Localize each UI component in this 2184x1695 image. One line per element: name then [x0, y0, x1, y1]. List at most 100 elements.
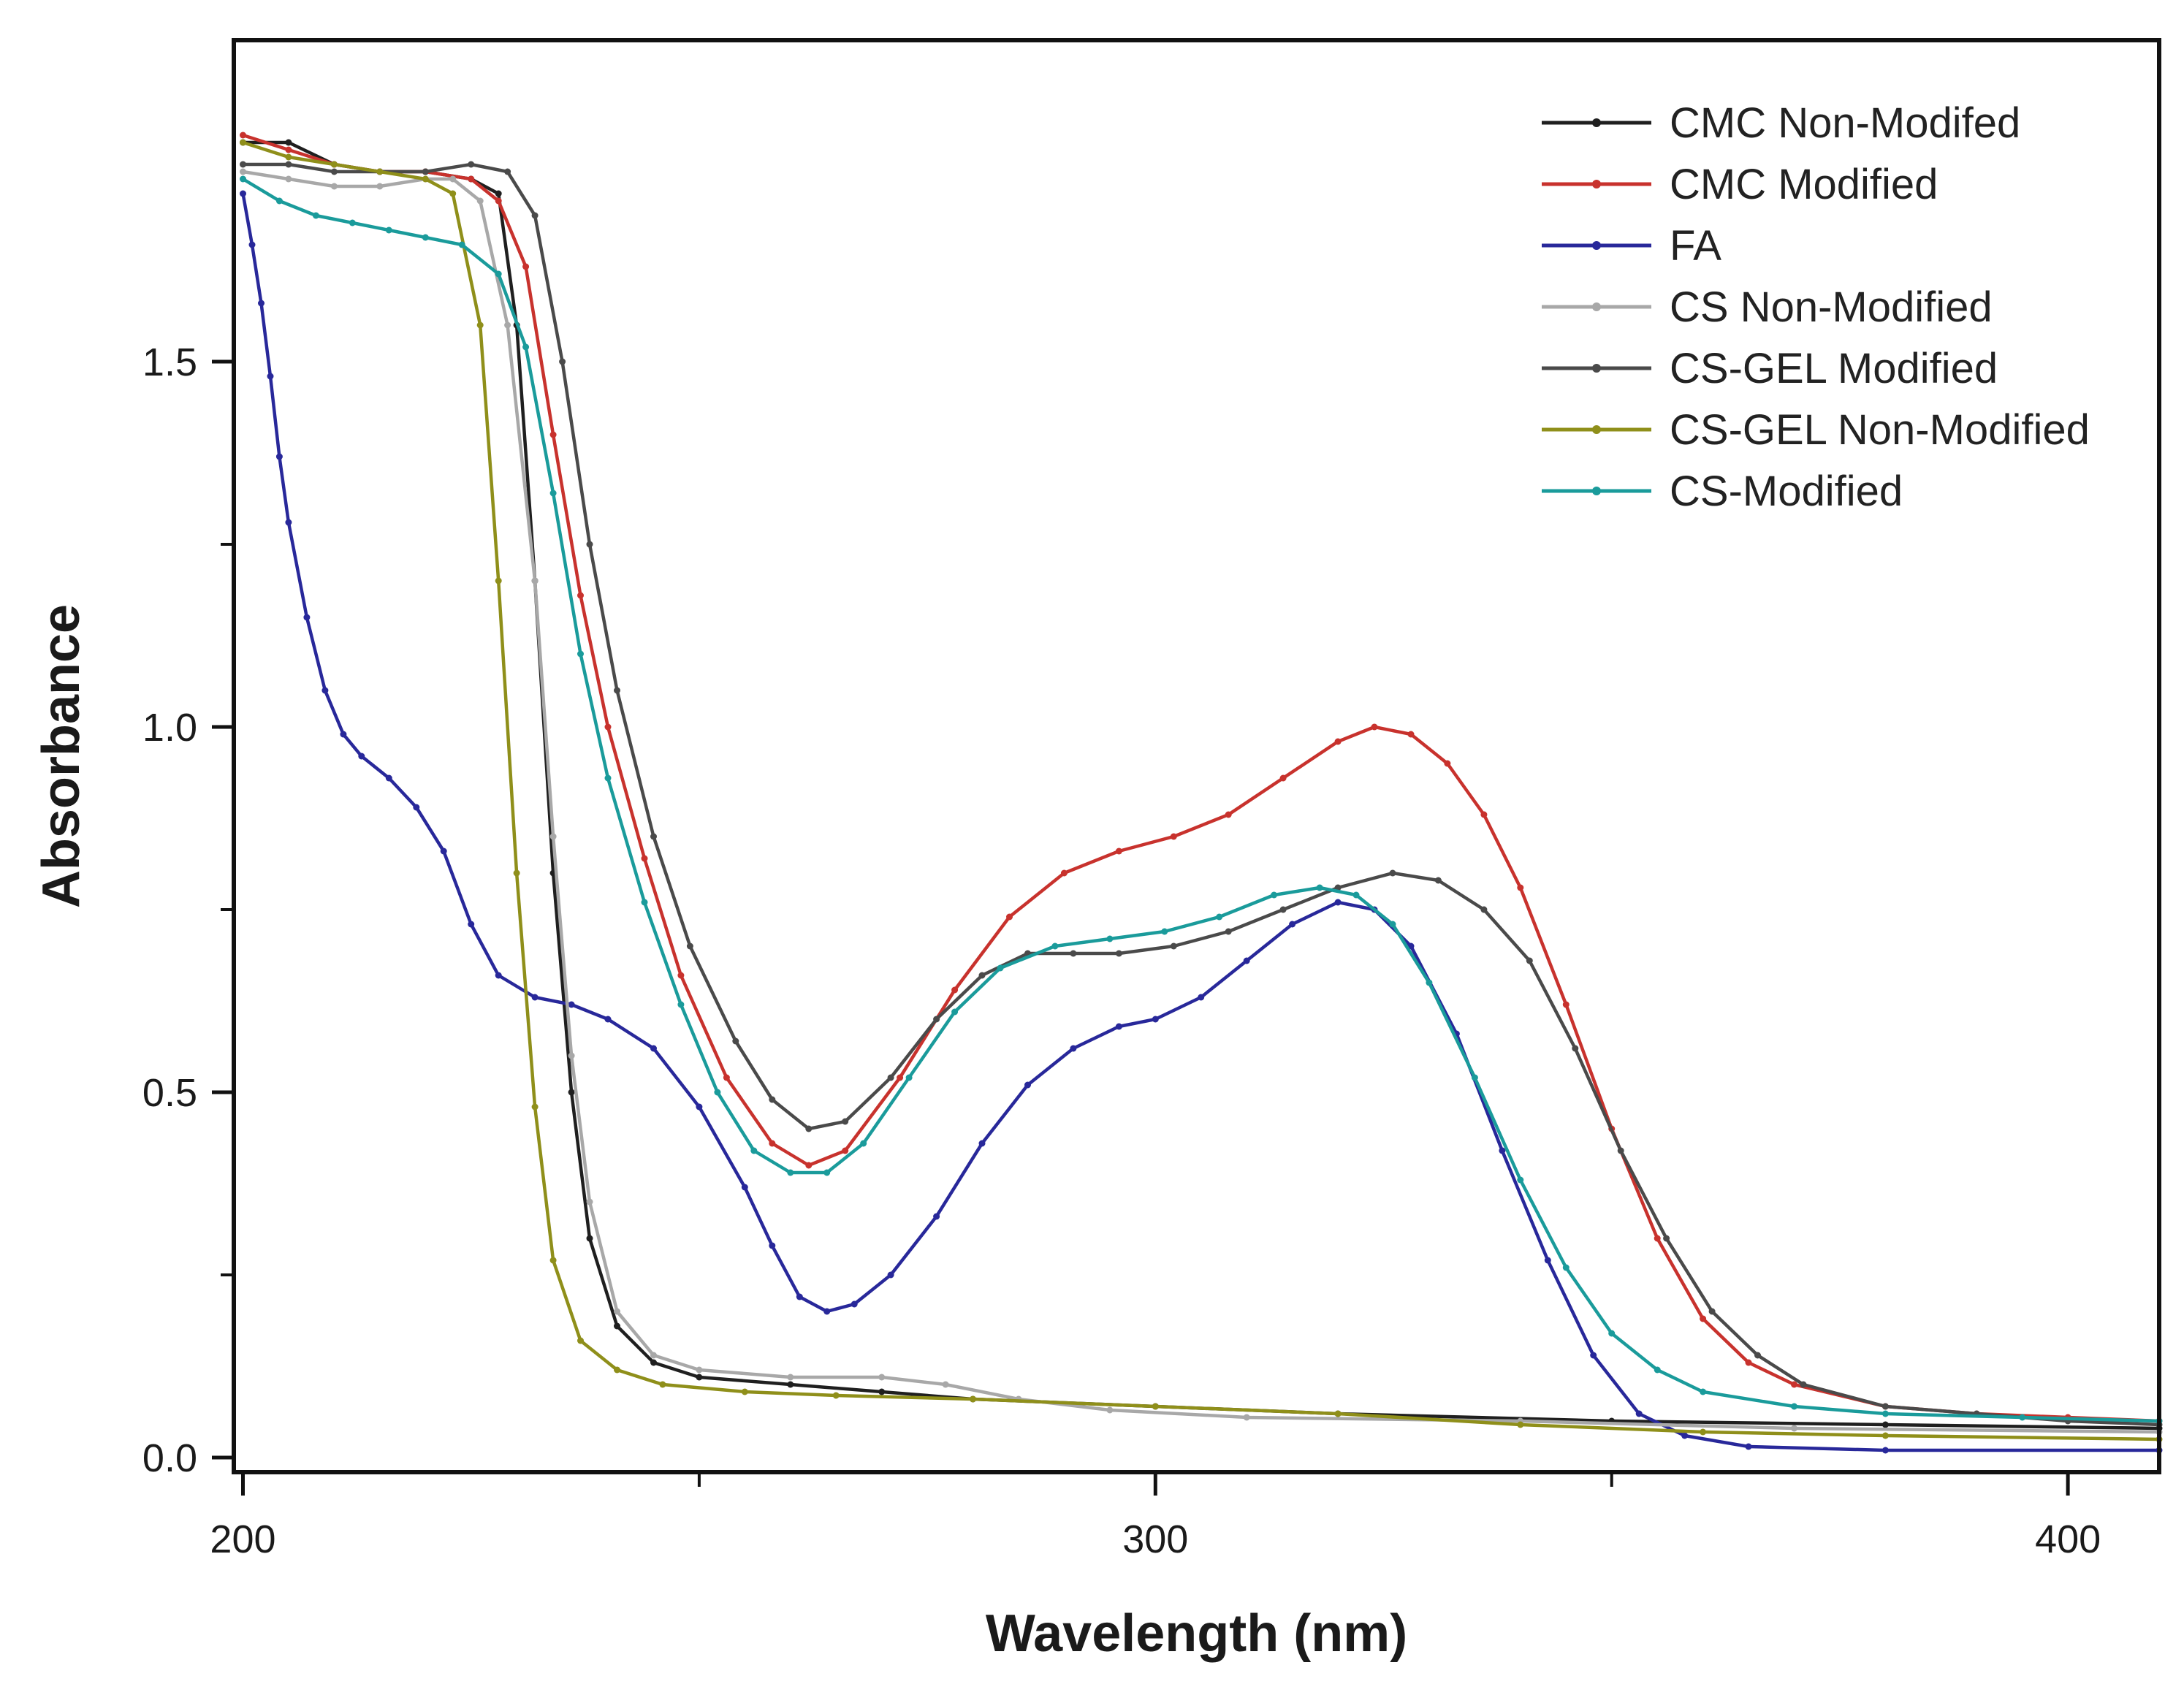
- data-point: [1700, 1388, 1707, 1395]
- series-group: [240, 161, 2163, 1428]
- data-point: [650, 833, 657, 840]
- data-point: [769, 1096, 776, 1103]
- data-point: [285, 146, 292, 153]
- data-point: [1170, 942, 1177, 950]
- data-point: [1426, 979, 1433, 986]
- legend: CMC Non-Modifed CMC Modified FA CS Non-Modi…: [1542, 99, 2090, 515]
- data-point: [422, 168, 429, 175]
- data-point: [1024, 1081, 1031, 1089]
- data-point: [614, 1322, 620, 1330]
- data-point: [476, 321, 484, 329]
- data-point: [1389, 921, 1396, 928]
- y-tick-label: 0.5: [142, 1071, 197, 1115]
- data-point: [458, 241, 465, 248]
- data-point: [1225, 928, 1232, 935]
- data-point: [1881, 1421, 1889, 1428]
- data-point: [842, 1118, 849, 1125]
- data-point: [285, 139, 292, 146]
- data-point: [887, 1271, 894, 1279]
- data-point: [285, 161, 292, 168]
- data-point: [1106, 935, 1114, 942]
- data-point: [1881, 1410, 1889, 1417]
- data-point: [1499, 1147, 1506, 1154]
- data-point: [1070, 950, 1077, 957]
- plot-frame: [232, 38, 2161, 1474]
- data-point: [1225, 811, 1232, 818]
- data-point: [258, 300, 265, 307]
- data-point: [1700, 1315, 1707, 1322]
- data-point: [586, 541, 593, 548]
- data-point: [1006, 913, 1013, 921]
- x-axis-title: Wavelength (nm): [986, 1604, 1407, 1663]
- data-point: [577, 650, 584, 658]
- data-point: [1070, 1045, 1077, 1052]
- y-tick-label: 1.5: [142, 340, 197, 384]
- data-point: [805, 1125, 813, 1132]
- data-point: [878, 1374, 886, 1381]
- data-point: [303, 614, 311, 621]
- data-point: [531, 212, 539, 219]
- data-point: [1791, 1425, 1797, 1432]
- legend-label: CMC Non-Modifed: [1670, 99, 2020, 147]
- data-point: [568, 1052, 575, 1059]
- data-point: [358, 753, 365, 760]
- data-point: [769, 1140, 776, 1147]
- data-point: [1051, 942, 1059, 950]
- data-point: [604, 774, 612, 782]
- legend-label: CMC Modified: [1670, 161, 1938, 208]
- legend-marker: [1592, 302, 1601, 311]
- data-point: [422, 175, 429, 183]
- data-point: [1881, 1447, 1889, 1454]
- data-point: [513, 869, 520, 877]
- data-point: [686, 942, 693, 950]
- data-point: [1106, 1406, 1114, 1414]
- data-point: [1334, 738, 1342, 745]
- data-point: [531, 1103, 539, 1111]
- data-point: [549, 833, 557, 840]
- data-point: [240, 161, 246, 168]
- data-point: [568, 1001, 575, 1008]
- data-point: [549, 1257, 557, 1264]
- data-point: [2019, 1414, 2026, 1421]
- x-tick-label: 200: [210, 1517, 275, 1561]
- data-point: [978, 972, 986, 979]
- data-point: [449, 190, 457, 197]
- data-point: [1480, 906, 1488, 913]
- data-point: [604, 1016, 612, 1023]
- data-point: [832, 1392, 840, 1399]
- data-point: [340, 731, 347, 738]
- data-point: [240, 190, 246, 197]
- data-point: [769, 1242, 776, 1249]
- legend-label: FA: [1670, 222, 1721, 270]
- legend-marker: [1592, 241, 1601, 250]
- data-point: [696, 1374, 703, 1381]
- data-point: [796, 1293, 803, 1300]
- data-point: [1754, 1352, 1761, 1359]
- data-point: [248, 241, 256, 248]
- legend-marker: [1592, 364, 1601, 373]
- data-point: [1279, 774, 1287, 782]
- y-tick-label: 1.0: [142, 706, 197, 750]
- data-point: [970, 1395, 976, 1403]
- data-point: [677, 1001, 685, 1008]
- data-point: [449, 175, 457, 183]
- data-point: [650, 1352, 657, 1359]
- data-point: [650, 1359, 657, 1366]
- data-point: [933, 1016, 940, 1023]
- data-point: [1617, 1147, 1624, 1154]
- data-point: [1371, 723, 1378, 731]
- data-point: [1170, 833, 1177, 840]
- data-point: [440, 848, 447, 855]
- x-tick-label: 300: [1122, 1517, 1188, 1561]
- data-point: [586, 1198, 593, 1205]
- data-point: [240, 132, 246, 139]
- data-point: [468, 175, 475, 183]
- x-tick-label: 400: [2035, 1517, 2101, 1561]
- data-point: [1480, 811, 1488, 818]
- data-point: [285, 175, 292, 183]
- data-point: [1635, 1410, 1643, 1417]
- legend-label: CS-GEL Modified: [1670, 345, 1998, 392]
- data-point: [267, 373, 274, 380]
- legend-label: CS-Modified: [1670, 468, 1903, 515]
- data-point: [275, 453, 283, 460]
